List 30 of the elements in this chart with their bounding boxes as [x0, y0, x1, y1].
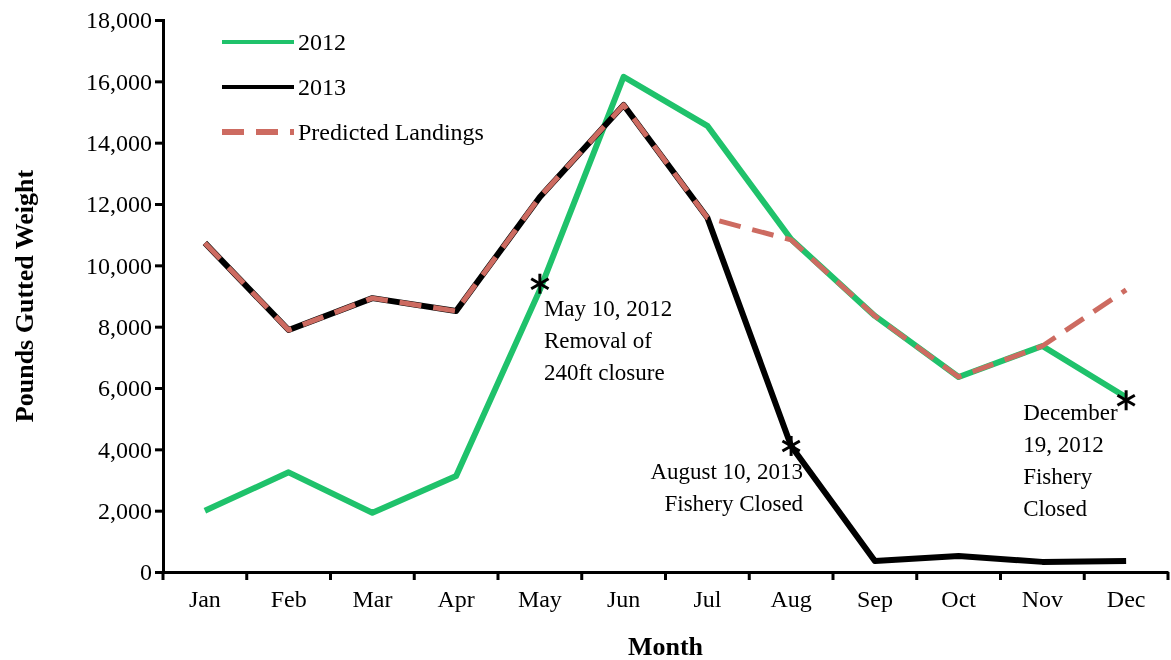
y-tick-label: 16,000	[86, 68, 152, 95]
x-tick-label: Apr	[437, 586, 475, 613]
y-tick-label: 12,000	[86, 191, 152, 218]
x-tick-label: Sep	[856, 586, 893, 613]
x-axis-title: Month	[627, 632, 704, 660]
x-tick-label: Jun	[606, 586, 641, 613]
y-tick-label: 0	[140, 559, 152, 586]
x-tick-label: Jul	[693, 586, 722, 613]
y-tick-label: 10,000	[86, 252, 152, 279]
y-axis-title: Pounds Gutted Weight	[10, 169, 39, 423]
x-tick-label: Oct	[941, 586, 977, 613]
x-tick-label: Feb	[270, 586, 307, 613]
legend-label: Predicted Landings	[298, 119, 484, 145]
annotation: December 19, 2012 Fishery Closed	[1023, 400, 1118, 522]
annotation: May 10, 2012 Removal of 240ft closure	[543, 295, 673, 385]
y-tick-label: 6,000	[98, 375, 152, 402]
x-tick-label: Dec	[1106, 586, 1146, 613]
y-tick-label: 14,000	[86, 129, 152, 156]
legend-label: 2013	[298, 74, 346, 100]
legend-label: 2012	[298, 29, 346, 55]
x-tick-label: May	[517, 586, 562, 613]
x-tick-label: Aug	[770, 586, 812, 613]
y-tick-label: 4,000	[98, 436, 152, 463]
y-tick-label: 2,000	[98, 497, 152, 524]
y-tick-label: 8,000	[98, 313, 152, 340]
annotation: August 10, 2013 Fishery Closed	[650, 458, 804, 516]
x-tick-label: Mar	[352, 586, 393, 613]
x-tick-label: Nov	[1021, 586, 1064, 613]
x-tick-label: Jan	[188, 586, 221, 613]
y-tick-label: 18,000	[86, 7, 152, 34]
